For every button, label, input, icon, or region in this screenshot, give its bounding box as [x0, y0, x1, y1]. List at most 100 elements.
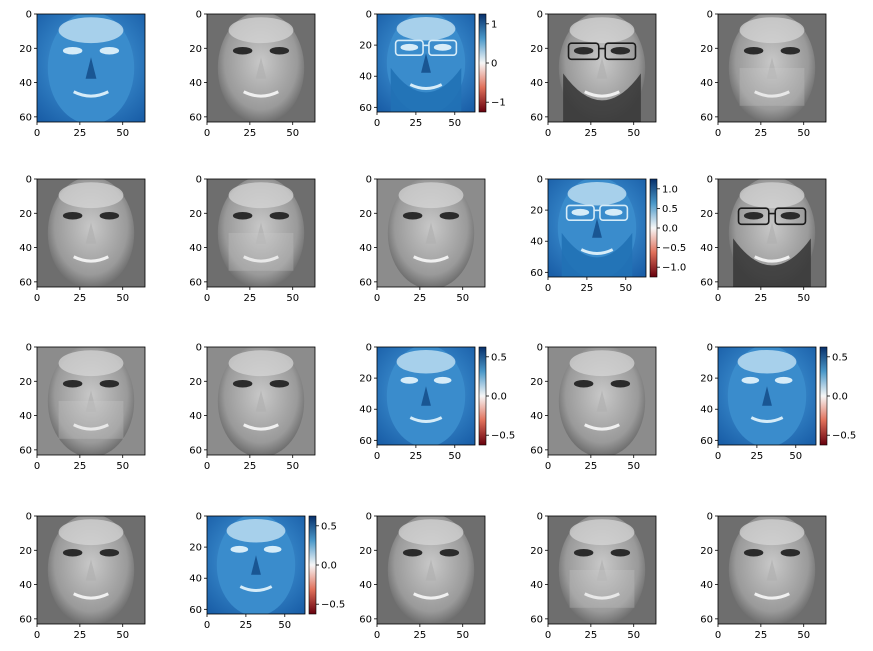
x-tick-label: 50: [797, 293, 810, 304]
face-photo-panel: 0 25 50 0 20 40 60: [359, 175, 486, 304]
x-tick-label: 50: [116, 630, 129, 641]
y-tick-label: 0: [196, 10, 202, 21]
blend-overlay: [739, 68, 805, 106]
colorbar: [478, 13, 487, 113]
axes-frame: [376, 13, 476, 113]
x-tick-label: 50: [797, 128, 810, 139]
left-eye: [62, 379, 83, 388]
panel-image: [377, 179, 485, 287]
colorbar-tick-label: 0.0: [491, 392, 507, 403]
y-tick-label: 20: [700, 209, 713, 220]
colorbar-tick-label: −1.0: [662, 263, 686, 274]
nose: [596, 559, 608, 581]
y-tick-label: 40: [189, 78, 202, 89]
forehead: [228, 350, 294, 377]
y-tick-label: 60: [700, 112, 713, 123]
colorbar: [308, 515, 317, 615]
x-tick-label: 50: [116, 461, 129, 472]
right-eye: [610, 548, 631, 557]
y-tick-label: 60: [19, 277, 32, 288]
y-tick-label: 60: [189, 605, 202, 616]
y-tick-label: 0: [537, 343, 543, 354]
nose: [766, 559, 778, 581]
mouth: [754, 592, 790, 600]
right-eye: [99, 548, 120, 557]
y-tick-label: 40: [19, 78, 32, 89]
x-tick-label: 25: [240, 620, 253, 631]
y-tick-label: 60: [359, 103, 372, 114]
x-tick-label: 50: [286, 128, 299, 139]
left-eye: [573, 379, 594, 388]
right-eye: [263, 545, 282, 553]
axes-frame: [36, 178, 146, 288]
axes-frame: [36, 515, 146, 625]
nose: [251, 555, 261, 575]
glasses-lens: [565, 204, 595, 221]
blend-overlay: [58, 401, 124, 439]
nose: [85, 559, 97, 581]
blend-overlay: [228, 233, 294, 271]
y-tick-label: 0: [366, 343, 372, 354]
mouth: [584, 423, 620, 431]
left-eye: [232, 211, 253, 220]
forehead: [58, 17, 124, 44]
y-tick-label: 20: [359, 546, 372, 557]
nose: [85, 222, 97, 244]
face-photo-panel: 0 25 50 0 20 40 60: [700, 10, 827, 139]
x-tick-label: 0: [374, 630, 380, 641]
left-eye: [741, 376, 760, 384]
axes-frame: [547, 13, 657, 123]
y-tick-label: 0: [537, 175, 543, 186]
forehead: [58, 350, 124, 377]
nose: [596, 57, 608, 79]
right-eye: [439, 548, 460, 557]
y-tick-label: 0: [707, 10, 713, 21]
y-tick-label: 20: [359, 209, 372, 220]
axes-frame: [547, 346, 657, 456]
face-photo-panel: 0 25 50 0 20 40 60: [700, 175, 827, 304]
left-eye: [743, 46, 764, 55]
y-tick-label: 20: [189, 44, 202, 55]
heatmap-panel: 0 25 50 0 20 40 60 0.5 0.0 −0.5: [189, 512, 345, 632]
x-tick-label: 0: [715, 293, 721, 304]
left-eye: [743, 211, 764, 220]
mouth: [754, 90, 790, 98]
x-tick-label: 25: [243, 293, 256, 304]
y-tick-label: 60: [530, 445, 543, 456]
axes-frame: [717, 346, 817, 446]
right-eye: [433, 376, 452, 384]
x-tick-label: 0: [34, 128, 40, 139]
left-eye: [230, 545, 249, 553]
colorbar-tick-label: −0.5: [832, 431, 856, 442]
y-tick-label: 0: [196, 175, 202, 186]
colorbar-tick-label: −0.5: [491, 431, 515, 442]
forehead: [739, 519, 805, 546]
left-eye: [400, 376, 419, 384]
x-tick-label: 25: [243, 461, 256, 472]
y-tick-label: 20: [359, 41, 372, 52]
x-tick-label: 50: [286, 293, 299, 304]
panel-image: [207, 347, 315, 455]
left-eye: [743, 548, 764, 557]
forehead: [398, 182, 464, 209]
panel-image: [207, 516, 305, 614]
axes-frame: [376, 178, 486, 288]
y-tick-label: 20: [700, 546, 713, 557]
y-tick-label: 20: [19, 546, 32, 557]
panel-image: [37, 179, 145, 287]
mouth: [409, 416, 443, 423]
nose: [255, 390, 267, 412]
axes-frame: [36, 13, 146, 123]
x-tick-label: 25: [413, 630, 426, 641]
x-tick-label: 50: [789, 451, 802, 462]
colorbar-tick-label: 0: [491, 59, 497, 70]
y-tick-label: 40: [530, 78, 543, 89]
y-tick-label: 0: [26, 512, 32, 523]
y-tick-label: 40: [19, 243, 32, 254]
x-tick-label: 0: [204, 128, 210, 139]
x-tick-label: 50: [619, 283, 632, 294]
x-tick-label: 25: [584, 630, 597, 641]
colorbar-tick-label: 1.0: [662, 184, 678, 195]
forehead: [396, 349, 456, 374]
y-tick-label: 60: [700, 436, 713, 447]
